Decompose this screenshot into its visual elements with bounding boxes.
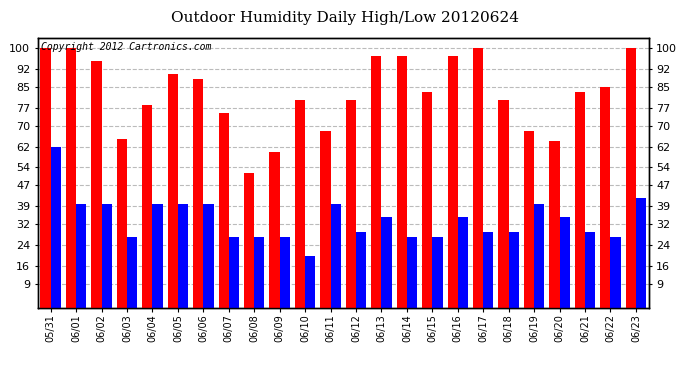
Bar	[585, 232, 595, 308]
Bar	[483, 232, 493, 308]
Bar	[524, 131, 534, 308]
Bar	[244, 172, 254, 308]
Bar	[433, 237, 442, 308]
Bar	[101, 204, 112, 308]
Bar	[76, 204, 86, 308]
Bar	[142, 105, 152, 308]
Bar	[457, 217, 468, 308]
Bar	[549, 141, 560, 308]
Bar	[117, 139, 127, 308]
Bar	[229, 237, 239, 308]
Bar	[498, 100, 509, 308]
Bar	[152, 204, 163, 308]
Text: Copyright 2012 Cartronics.com: Copyright 2012 Cartronics.com	[41, 42, 211, 51]
Bar	[448, 56, 457, 308]
Bar	[636, 198, 646, 308]
Bar	[611, 237, 620, 308]
Bar	[356, 232, 366, 308]
Bar	[509, 232, 519, 308]
Bar	[407, 237, 417, 308]
Bar	[66, 48, 76, 308]
Bar	[127, 237, 137, 308]
Bar	[560, 217, 570, 308]
Bar	[305, 256, 315, 308]
Text: Outdoor Humidity Daily High/Low 20120624: Outdoor Humidity Daily High/Low 20120624	[171, 11, 519, 25]
Bar	[397, 56, 407, 308]
Bar	[50, 147, 61, 308]
Bar	[473, 48, 483, 308]
Bar	[575, 92, 585, 308]
Bar	[219, 113, 229, 308]
Bar	[168, 74, 178, 308]
Bar	[270, 152, 279, 308]
Bar	[320, 131, 331, 308]
Bar	[600, 87, 611, 308]
Bar	[331, 204, 341, 308]
Bar	[534, 204, 544, 308]
Bar	[382, 217, 392, 308]
Bar	[371, 56, 382, 308]
Bar	[204, 204, 213, 308]
Bar	[41, 48, 50, 308]
Bar	[295, 100, 305, 308]
Bar	[626, 48, 636, 308]
Bar	[279, 237, 290, 308]
Bar	[346, 100, 356, 308]
Bar	[91, 61, 101, 308]
Bar	[422, 92, 433, 308]
Bar	[193, 79, 204, 308]
Bar	[254, 237, 264, 308]
Bar	[178, 204, 188, 308]
